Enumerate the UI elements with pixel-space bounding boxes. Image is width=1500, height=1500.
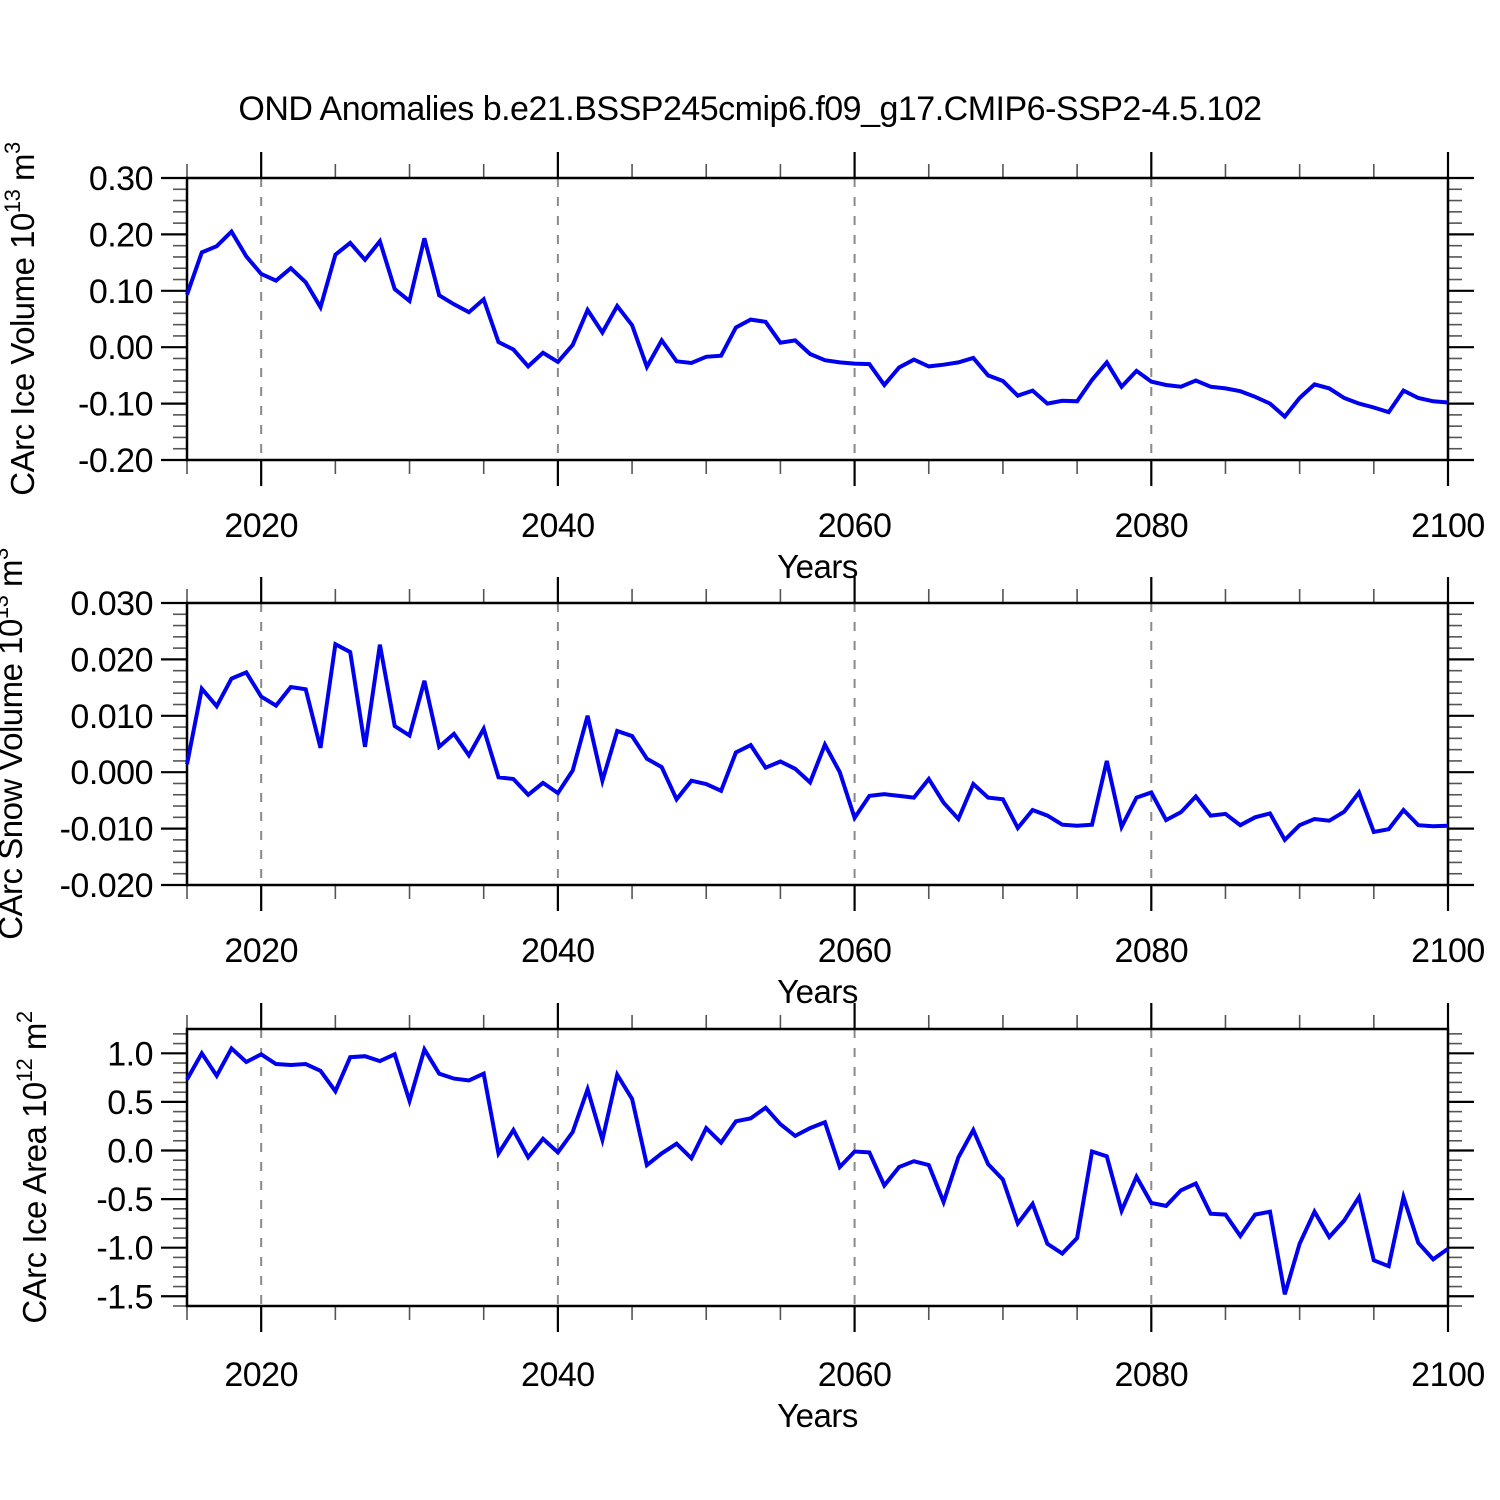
y-tick-label: 0.010 [70,698,153,736]
y-tick-label: 0.10 [89,273,153,311]
y-axis-title: CArc Snow Volume 1013 m3 [0,548,29,940]
y-axis-title: CArc Ice Volume 1013 m3 [0,142,41,496]
chart-ice-volume: 0.30 0.20 0.10 0.00 -0.10 -0.20 2020 2040 2060 20… [0,142,1485,585]
snow-volume-line [185,641,1449,844]
x-tick-label: 2040 [521,1356,595,1394]
y-tick-label: -0.5 [96,1181,153,1219]
x-tick-label: 2020 [224,507,298,545]
y-axis-ticks [161,601,1474,887]
x-tick-label: 2100 [1411,1356,1485,1394]
y-tick-label: 0.30 [89,160,153,198]
x-tick-label: 2040 [521,932,595,970]
x-axis-title: Years [777,548,858,585]
y-tick-label: 0.5 [107,1084,153,1122]
y-tick-label: -0.10 [78,386,153,424]
x-axis-ticks [186,1003,1450,1332]
y-tick-label: 0.030 [70,585,153,623]
x-axis-title: Years [777,1397,858,1434]
x-axis-ticks [186,577,1450,911]
x-axis-ticks [186,152,1450,486]
x-tick-label: 2020 [224,932,298,970]
plot-box [185,1027,1450,1308]
y-tick-label: -0.020 [60,867,153,905]
ice-volume-line [185,228,1449,420]
y-tick-label: -0.20 [78,442,153,480]
y-tick-label: 0.00 [89,329,153,367]
y-tick-label: 0.20 [89,216,153,254]
plot-box [185,176,1450,462]
y-axis-title: CArc Ice Area 1012 m2 [12,1011,53,1324]
plot-box [185,601,1450,887]
x-tick-label: 2060 [818,507,892,545]
y-tick-label: -1.0 [96,1230,153,1268]
y-tick-label: -1.5 [96,1278,153,1316]
figure-title: OND Anomalies b.e21.BSSP245cmip6.f09_g17… [238,90,1262,128]
ice-area-line [185,1044,1450,1295]
chart-ice-area: 1.0 0.5 0.0 -0.5 -1.0 -1.5 2020 2040 2060 2080 210… [12,1003,1485,1434]
x-tick-label: 2060 [818,932,892,970]
x-tick-label: 2080 [1114,1356,1188,1394]
x-tick-label: 2080 [1114,507,1188,545]
x-tick-label: 2020 [224,1356,298,1394]
y-tick-label: 1.0 [107,1035,153,1073]
y-tick-label: -0.010 [60,811,153,849]
y-tick-label: 0.0 [107,1132,153,1170]
y-tick-label: 0.000 [70,754,153,792]
x-tick-label: 2100 [1411,932,1485,970]
y-axis-ticks [161,1033,1474,1307]
x-tick-label: 2040 [521,507,595,545]
x-tick-label: 2060 [818,1356,892,1394]
x-axis-title: Years [777,973,858,1010]
x-tick-label: 2100 [1411,507,1485,545]
y-tick-label: 0.020 [70,641,153,679]
y-axis-ticks [161,176,1474,462]
chart-snow-volume: 0.030 0.020 0.010 0.000 -0.010 -0.020 2020 2040… [0,548,1485,1010]
x-tick-label: 2080 [1114,932,1188,970]
